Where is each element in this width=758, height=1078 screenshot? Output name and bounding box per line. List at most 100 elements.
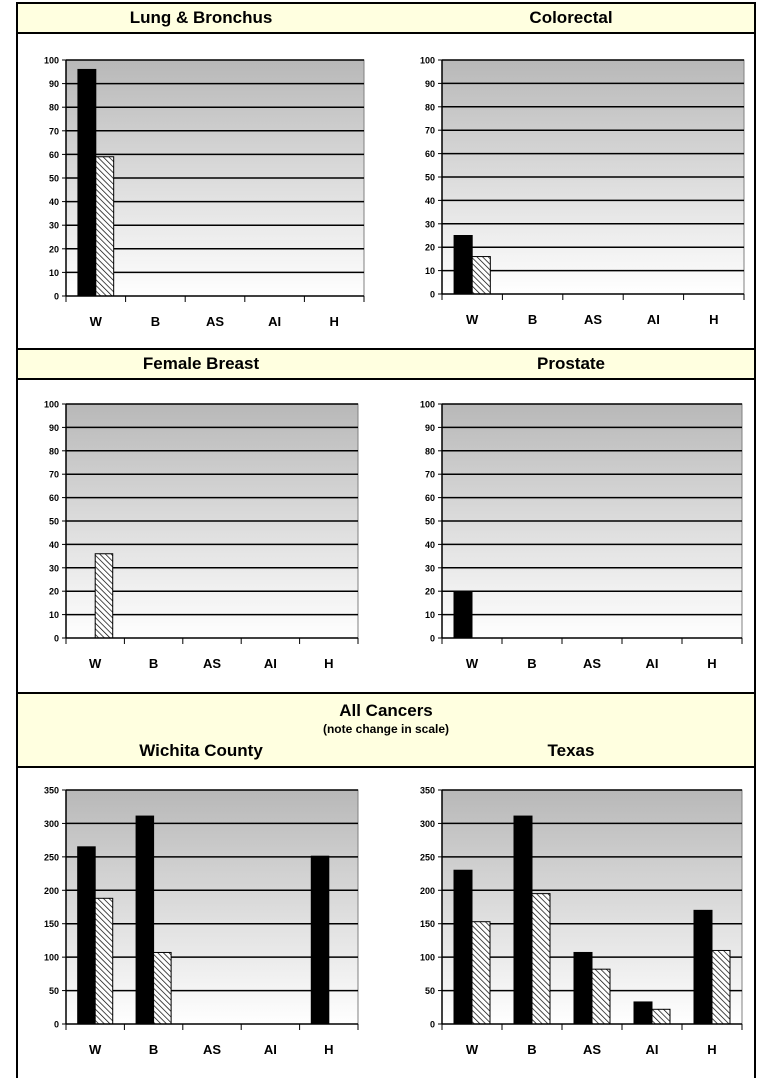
y-tick-label: 60: [425, 149, 435, 159]
x-tick-label: W: [89, 656, 102, 671]
bar-w-series-1: [453, 235, 473, 295]
y-tick-label: 100: [420, 56, 435, 66]
colorectal-title: Colorectal: [529, 8, 613, 27]
y-tick-label: 300: [420, 819, 435, 829]
x-tick-label: H: [707, 656, 716, 671]
y-tick-label: 10: [49, 268, 59, 278]
y-tick-label: 10: [425, 610, 435, 620]
x-tick-label: AS: [203, 1042, 221, 1057]
chart-prostate: 0 10 20 30 40 50 60 70 80 90 100 W B AS AI H: [420, 400, 743, 671]
y-tick-label: 60: [49, 150, 59, 160]
y-tick-label: 20: [425, 587, 435, 597]
x-tick-label: AI: [646, 656, 659, 671]
y-tick-label: 150: [44, 919, 59, 929]
chart-female-breast: 0 10 20 30 40 50 60 70 80 90 100 W B AS AI H: [44, 400, 359, 671]
x-tick-label: H: [324, 1042, 333, 1057]
chart-texas-all: 0 50 100 150 200 250 300 350 W B AS AI H: [420, 786, 743, 1057]
x-tick-label: W: [466, 1042, 479, 1057]
y-tick-label: 50: [49, 517, 59, 527]
x-tick-label: W: [90, 314, 103, 329]
x-tick-label: B: [527, 656, 536, 671]
bar-b-series-2: [531, 893, 551, 1025]
y-tick-label: 350: [420, 786, 435, 796]
y-tick-label: 90: [49, 79, 59, 89]
y-tick-label: 10: [425, 266, 435, 276]
y-tick-label: 0: [54, 292, 59, 302]
y-tick-label: 90: [425, 79, 435, 89]
y-tick-label: 60: [425, 493, 435, 503]
bar-w-series-1: [77, 846, 96, 1025]
texas-title: Texas: [547, 741, 595, 760]
y-tick-label: 100: [44, 56, 59, 66]
bar-b-series-2: [153, 951, 172, 1025]
x-tick-label: AI: [268, 314, 281, 329]
y-tick-label: 50: [49, 174, 59, 184]
y-tick-label: 30: [49, 563, 59, 573]
bar-w-series-1: [77, 68, 97, 297]
y-tick-label: 70: [425, 470, 435, 480]
bar-h-series-1: [693, 909, 713, 1025]
y-tick-label: 70: [49, 126, 59, 136]
y-tick-label: 30: [425, 219, 435, 229]
figure-frame: Lung & Bronchus Colorectal Female Breast…: [16, 2, 756, 1078]
bar-as-series-1: [573, 951, 593, 1025]
chart-colorectal: 0 10 20 30 40 50 60 70 80 90 100 W B AS AI H: [420, 56, 745, 327]
y-tick-label: 0: [54, 1020, 59, 1030]
y-tick-label: 350: [44, 786, 59, 796]
y-tick-label: 90: [49, 423, 59, 433]
y-tick-label: 100: [44, 400, 59, 410]
y-tick-label: 100: [44, 953, 59, 963]
bar-ai-series-2: [651, 1008, 671, 1025]
y-tick-label: 30: [425, 563, 435, 573]
x-tick-label: B: [527, 1042, 536, 1057]
x-tick-label: H: [709, 312, 718, 327]
bar-w-series-1: [453, 590, 473, 639]
frame-right-border: [754, 2, 756, 1078]
y-tick-label: 20: [49, 244, 59, 254]
y-tick-label: 200: [44, 886, 59, 896]
x-tick-label: AS: [206, 314, 224, 329]
y-tick-label: 70: [49, 470, 59, 480]
bar-w-series-2: [471, 256, 491, 295]
all-cancers-title: All Cancers: [339, 701, 433, 720]
scale-note: (note change in scale): [322, 722, 450, 736]
x-tick-label: AI: [264, 656, 277, 671]
y-tick-label: 40: [49, 197, 59, 207]
y-tick-label: 20: [49, 587, 59, 597]
y-tick-label: 20: [425, 243, 435, 253]
y-tick-label: 60: [49, 493, 59, 503]
x-tick-label: B: [151, 314, 160, 329]
bar-as-series-2: [591, 968, 611, 1025]
x-tick-label: AS: [583, 656, 601, 671]
frame-left-border: [16, 2, 18, 1078]
y-tick-label: 30: [49, 221, 59, 231]
x-tick-label: W: [89, 1042, 102, 1057]
title-band-2: Female Breast Prostate: [16, 348, 756, 380]
y-tick-label: 80: [49, 446, 59, 456]
y-tick-label: 80: [425, 102, 435, 112]
x-tick-label: B: [149, 1042, 158, 1057]
x-tick-label: B: [528, 312, 537, 327]
bar-b-series-1: [513, 815, 533, 1025]
chart-lung-bronchus: 0 10 20 30 40 50 60 70 80 90 100 W B AS AI H: [44, 56, 365, 329]
y-tick-label: 50: [425, 517, 435, 527]
bar-ai-series-1: [633, 1001, 653, 1025]
prostate-title: Prostate: [536, 354, 606, 373]
y-tick-label: 40: [425, 540, 435, 550]
x-tick-label: H: [330, 314, 339, 329]
y-tick-label: 50: [425, 173, 435, 183]
bar-w-series-2: [94, 897, 114, 1025]
x-tick-label: W: [466, 312, 479, 327]
lung-title: Lung & Bronchus: [129, 8, 273, 27]
y-tick-label: 70: [425, 126, 435, 136]
bar-h-series-2: [711, 949, 731, 1025]
y-tick-label: 100: [420, 400, 435, 410]
x-tick-label: B: [149, 656, 158, 671]
title-band-3: All Cancers (note change in scale) Wichi…: [16, 692, 756, 768]
y-tick-label: 90: [425, 423, 435, 433]
y-tick-label: 40: [425, 196, 435, 206]
y-tick-label: 250: [44, 852, 59, 862]
y-tick-label: 80: [49, 103, 59, 113]
bar-w-series-2: [95, 156, 115, 297]
x-tick-label: W: [466, 656, 479, 671]
